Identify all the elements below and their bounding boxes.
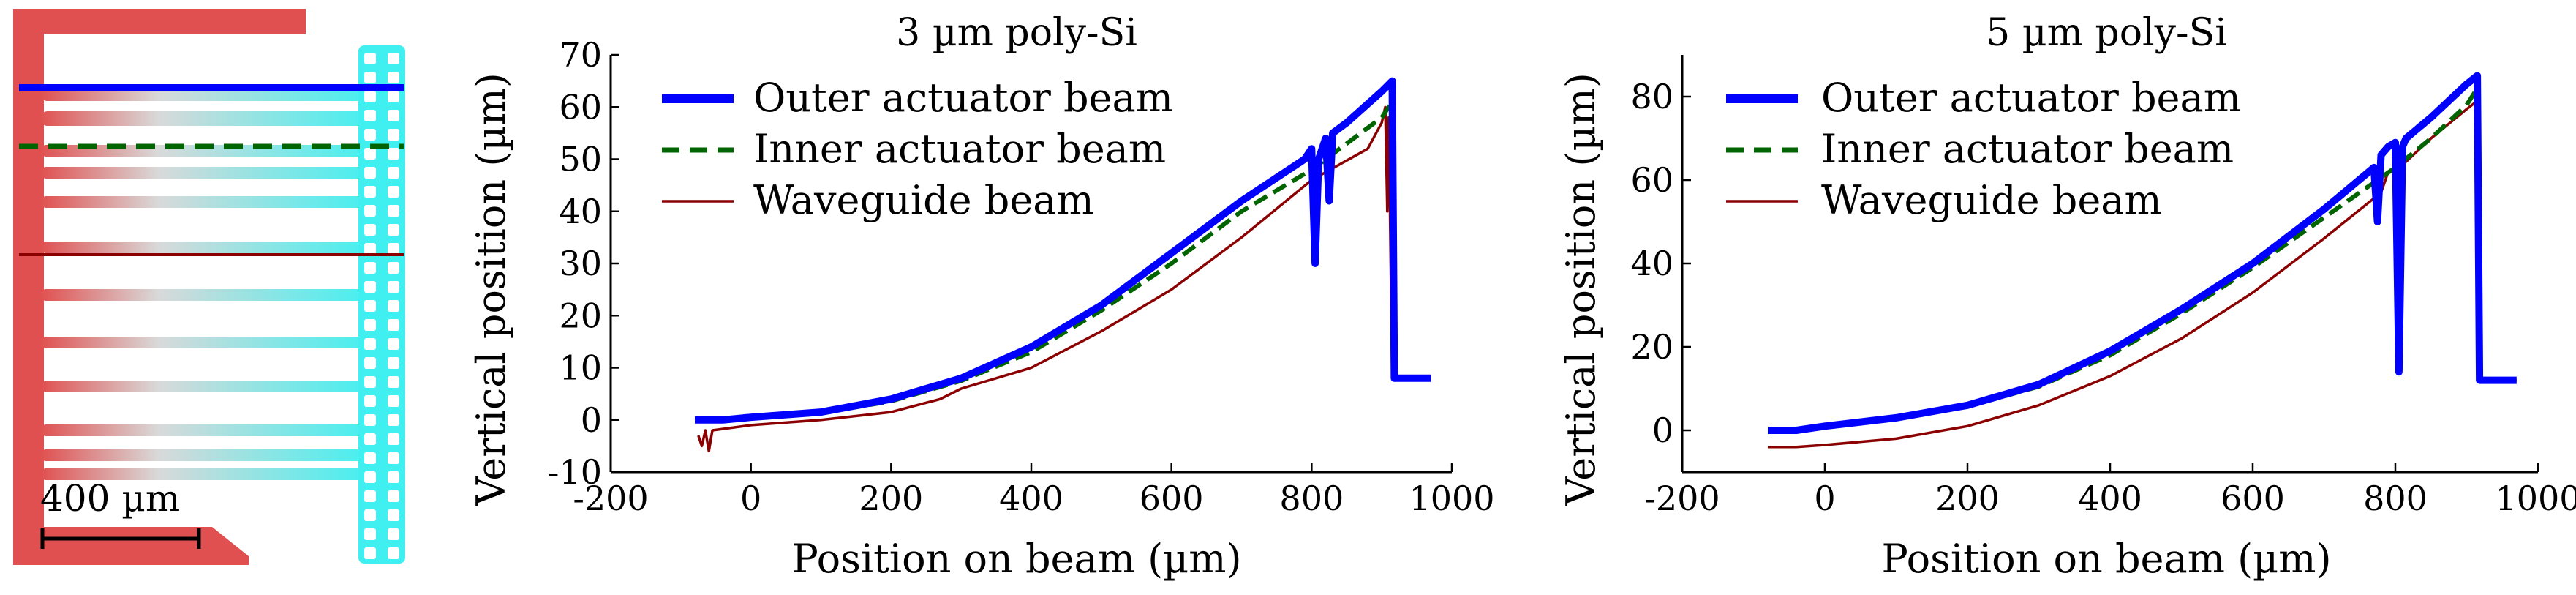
y-tick-label: 40 [559,192,602,231]
legend-label-inner: Inner actuator beam [753,126,1166,172]
legend-label-inner: Inner actuator beam [1821,126,2234,172]
micrograph-panel: 400 µm [13,9,405,565]
chart-3um: 3 µm poly-Si Position on beam (µm) Verti… [468,11,1495,582]
x-tick-label: 200 [1935,479,2000,518]
legend-label-outer: Outer actuator beam [1821,75,2241,121]
frame-left-bar [13,9,44,565]
y-tick-label: 10 [559,348,602,388]
y-tick-label: 0 [1652,411,1673,450]
y-axis-label: Vertical position (µm) [468,72,514,506]
frame-bottom-corner [13,527,249,565]
x-tick-label: 400 [2078,479,2142,518]
x-tick-label: 600 [1140,479,1204,518]
chart-5um: 5 µm poly-Si Position on beam (µm) Verti… [1558,11,2576,582]
x-tick-label: 1000 [1409,479,1494,518]
legend-label-waveguide: Waveguide beam [753,177,1094,223]
legend-label-outer: Outer actuator beam [753,75,1173,121]
y-tick-label: -10 [548,452,602,492]
y-tick-label: 80 [1630,77,1673,116]
chart-title: 5 µm poly-Si [1986,11,2227,55]
x-tick-label: 800 [2363,479,2428,518]
x-axis-label: Position on beam (µm) [791,536,1241,582]
series-line-outer-actuator-beam [695,77,1431,424]
series-line-outer-actuator-beam [1768,72,2517,434]
scale-bar-label: 400 µm [40,477,180,520]
x-tick-label: 200 [859,479,923,518]
x-axis-label: Position on beam (µm) [1881,536,2331,582]
series-line-waveguide-beam [697,105,1431,453]
y-tick-label: 70 [559,35,602,75]
y-tick-label: 60 [1630,160,1673,200]
y-tick-label: 0 [581,400,602,440]
frame-top-bar [13,9,306,34]
x-tick-label: 400 [999,479,1063,518]
legend-label-waveguide: Waveguide beam [1821,177,2162,223]
x-tick-label: 600 [2221,479,2285,518]
y-tick-label: 40 [1630,244,1673,283]
x-tick-label: 800 [1279,479,1344,518]
cyan-frame [358,45,405,564]
y-tick-label: 50 [559,140,602,179]
x-tick-label: 0 [1814,479,1835,518]
chart-title: 3 µm poly-Si [896,11,1137,55]
y-axis-label: Vertical position (µm) [1558,72,1604,506]
x-tick-label: -200 [573,479,648,518]
x-tick-label: 1000 [2495,479,2576,518]
y-tick-label: 60 [559,87,602,127]
x-tick-label: 0 [740,479,761,518]
y-tick-label: 20 [559,296,602,335]
y-tick-label: 30 [559,244,602,283]
y-tick-label: 20 [1630,327,1673,367]
comb-beams [40,86,377,480]
x-tick-label: -200 [1644,479,1720,518]
